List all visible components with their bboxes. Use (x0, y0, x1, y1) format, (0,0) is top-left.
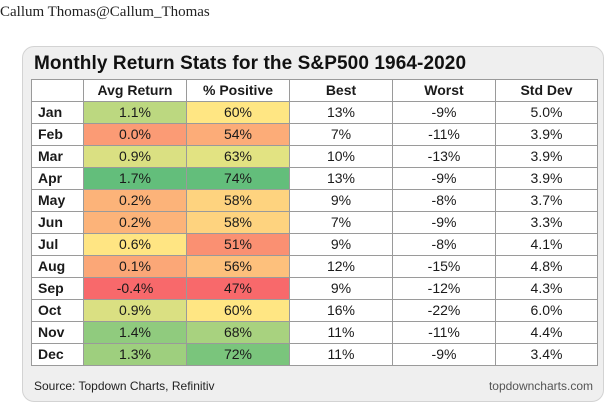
post-author: Callum Thomas@Callum_Thomas (0, 4, 210, 20)
avg-return-cell: 0.1% (83, 255, 187, 278)
worst-cell: -13% (392, 145, 496, 168)
best-cell: 10% (289, 145, 393, 168)
watermark: topdowncharts.com (488, 379, 593, 393)
std-dev-cell: 3.4% (495, 343, 598, 366)
pct-positive-cell: 60% (186, 299, 290, 322)
header-pct-positive: % Positive (186, 79, 290, 102)
month-cell: May (31, 189, 84, 212)
month-cell: Feb (31, 123, 84, 146)
avg-return-cell: 0.6% (83, 233, 187, 256)
table-row: May 0.2% 58% 9% -8% 3.7% (31, 189, 598, 212)
table-row: Aug 0.1% 56% 12% -15% 4.8% (31, 255, 598, 278)
pct-positive-cell: 74% (186, 167, 290, 190)
table-row: Sep -0.4% 47% 9% -12% 4.3% (31, 277, 598, 300)
month-cell: Aug (31, 255, 84, 278)
std-dev-cell: 3.9% (495, 123, 598, 146)
worst-cell: -15% (392, 255, 496, 278)
pct-positive-cell: 60% (186, 101, 290, 124)
worst-cell: -8% (392, 233, 496, 256)
table-row: Jul 0.6% 51% 9% -8% 4.1% (31, 233, 598, 256)
avg-return-cell: 1.7% (83, 167, 187, 190)
avg-return-cell: 0.9% (83, 299, 187, 322)
best-cell: 9% (289, 189, 393, 212)
std-dev-cell: 4.4% (495, 321, 598, 344)
best-cell: 9% (289, 233, 393, 256)
month-cell: Sep (31, 277, 84, 300)
std-dev-cell: 3.3% (495, 211, 598, 234)
avg-return-cell: -0.4% (83, 277, 187, 300)
table-row: Feb 0.0% 54% 7% -11% 3.9% (31, 123, 598, 146)
worst-cell: -8% (392, 189, 496, 212)
pct-positive-cell: 68% (186, 321, 290, 344)
std-dev-cell: 3.7% (495, 189, 598, 212)
best-cell: 11% (289, 321, 393, 344)
std-dev-cell: 5.0% (495, 101, 598, 124)
worst-cell: -9% (392, 101, 496, 124)
pct-positive-cell: 56% (186, 255, 290, 278)
table-row: Apr 1.7% 74% 13% -9% 3.9% (31, 167, 598, 190)
worst-cell: -22% (392, 299, 496, 322)
month-cell: Dec (31, 343, 84, 366)
header-best: Best (289, 79, 393, 102)
avg-return-cell: 0.2% (83, 189, 187, 212)
month-cell: Jun (31, 211, 84, 234)
month-cell: Oct (31, 299, 84, 322)
avg-return-cell: 0.2% (83, 211, 187, 234)
header-row: Avg Return % Positive Best Worst Std Dev (31, 79, 598, 102)
worst-cell: -9% (392, 343, 496, 366)
header-month (31, 79, 84, 102)
std-dev-cell: 4.8% (495, 255, 598, 278)
source-note: Source: Topdown Charts, Refinitiv (34, 379, 215, 393)
table-row: Jan 1.1% 60% 13% -9% 5.0% (31, 101, 598, 124)
std-dev-cell: 6.0% (495, 299, 598, 322)
avg-return-cell: 1.1% (83, 101, 187, 124)
best-cell: 13% (289, 101, 393, 124)
best-cell: 7% (289, 123, 393, 146)
pct-positive-cell: 58% (186, 211, 290, 234)
pct-positive-cell: 63% (186, 145, 290, 168)
header-avg-return: Avg Return (83, 79, 187, 102)
monthly-return-table: Avg Return % Positive Best Worst Std Dev… (31, 79, 598, 366)
month-cell: Jan (31, 101, 84, 124)
std-dev-cell: 4.3% (495, 277, 598, 300)
table-title: Monthly Return Stats for the S&P500 1964… (34, 53, 467, 74)
avg-return-cell: 1.3% (83, 343, 187, 366)
table-row: Jun 0.2% 58% 7% -9% 3.3% (31, 211, 598, 234)
month-cell: Nov (31, 321, 84, 344)
stats-table-card: Monthly Return Stats for the S&P500 1964… (22, 46, 604, 402)
best-cell: 12% (289, 255, 393, 278)
std-dev-cell: 3.9% (495, 167, 598, 190)
avg-return-cell: 0.9% (83, 145, 187, 168)
pct-positive-cell: 54% (186, 123, 290, 146)
table-row: Mar 0.9% 63% 10% -13% 3.9% (31, 145, 598, 168)
best-cell: 16% (289, 299, 393, 322)
best-cell: 11% (289, 343, 393, 366)
header-std-dev: Std Dev (495, 79, 598, 102)
best-cell: 9% (289, 277, 393, 300)
month-cell: Mar (31, 145, 84, 168)
best-cell: 7% (289, 211, 393, 234)
std-dev-cell: 3.9% (495, 145, 598, 168)
pct-positive-cell: 51% (186, 233, 290, 256)
table-body: Jan 1.1% 60% 13% -9% 5.0% Feb 0.0% 54% 7% -11% 3.9%… (31, 101, 598, 366)
std-dev-cell: 4.1% (495, 233, 598, 256)
table-row: Oct 0.9% 60% 16% -22% 6.0% (31, 299, 598, 322)
worst-cell: -11% (392, 321, 496, 344)
best-cell: 13% (289, 167, 393, 190)
month-cell: Apr (31, 167, 84, 190)
header-worst: Worst (392, 79, 496, 102)
worst-cell: -9% (392, 211, 496, 234)
worst-cell: -12% (392, 277, 496, 300)
table-row: Dec 1.3% 72% 11% -9% 3.4% (31, 343, 598, 366)
pct-positive-cell: 47% (186, 277, 290, 300)
avg-return-cell: 1.4% (83, 321, 187, 344)
pct-positive-cell: 58% (186, 189, 290, 212)
worst-cell: -11% (392, 123, 496, 146)
pct-positive-cell: 72% (186, 343, 290, 366)
worst-cell: -9% (392, 167, 496, 190)
avg-return-cell: 0.0% (83, 123, 187, 146)
month-cell: Jul (31, 233, 84, 256)
table-row: Nov 1.4% 68% 11% -11% 4.4% (31, 321, 598, 344)
